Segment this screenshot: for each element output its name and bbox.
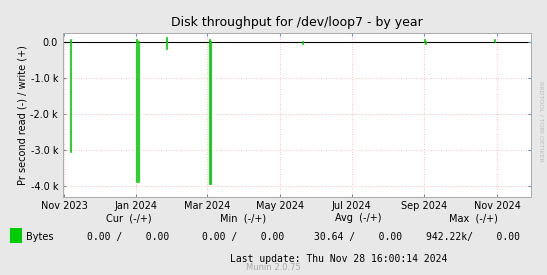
Text: 0.00 /    0.00: 0.00 / 0.00	[202, 232, 284, 242]
Text: 0.00 /    0.00: 0.00 / 0.00	[88, 232, 170, 242]
Text: Avg  (-/+): Avg (-/+)	[335, 213, 382, 223]
Text: Max  (-/+): Max (-/+)	[449, 213, 498, 223]
Text: Last update: Thu Nov 28 16:00:14 2024: Last update: Thu Nov 28 16:00:14 2024	[230, 254, 448, 264]
Text: 942.22k/    0.00: 942.22k/ 0.00	[426, 232, 520, 242]
Text: Min  (-/+): Min (-/+)	[220, 213, 266, 223]
Text: Cur  (-/+): Cur (-/+)	[106, 213, 152, 223]
Title: Disk throughput for /dev/loop7 - by year: Disk throughput for /dev/loop7 - by year	[171, 16, 423, 29]
Text: Munin 2.0.75: Munin 2.0.75	[246, 263, 301, 272]
Text: RRDTOOL / TOBI OETIKER: RRDTOOL / TOBI OETIKER	[538, 81, 543, 161]
Text: Bytes: Bytes	[26, 232, 54, 242]
Text: 30.64 /    0.00: 30.64 / 0.00	[314, 232, 403, 242]
Y-axis label: Pr second read (-) / write (+): Pr second read (-) / write (+)	[18, 45, 28, 185]
